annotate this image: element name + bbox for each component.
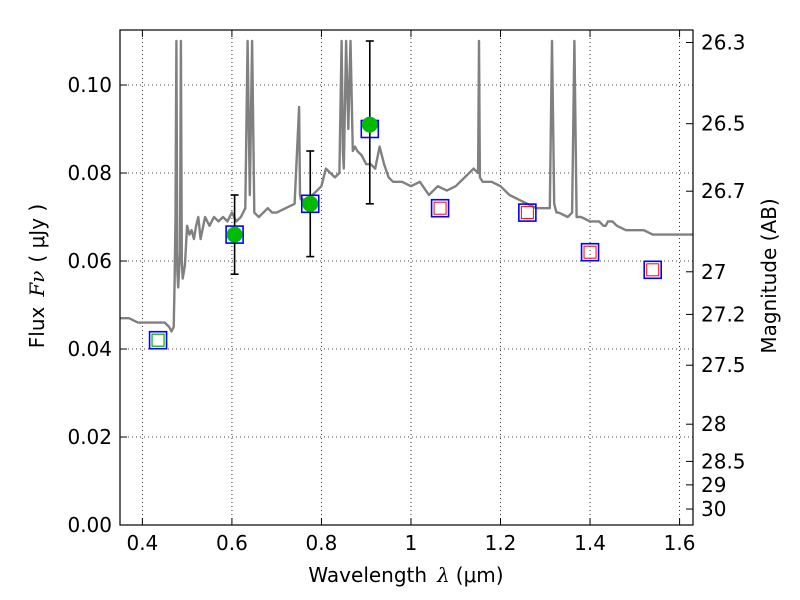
y-axis-label: FluxFν( μJy ): [25, 204, 49, 348]
x-axis-label: Wavelength λ (μm): [308, 563, 503, 587]
spectrum-layer: [120, 39, 693, 333]
observed-point: [302, 195, 319, 212]
observed-point: [226, 226, 243, 243]
y2-tick-label: 27: [701, 260, 726, 284]
y2-tick-label: 26.5: [701, 112, 746, 136]
model-box-inner: [646, 263, 660, 277]
y2-axis-label: Magnitude (AB): [757, 198, 781, 353]
x-tick-label: 0.6: [216, 531, 248, 555]
y2-tick-label: 29: [701, 473, 726, 497]
plot-frame: [119, 29, 694, 526]
x-tick-label: 1: [405, 531, 418, 555]
model-box-inner: [433, 201, 447, 215]
grid: [120, 30, 693, 526]
x-tick-label: 0.8: [306, 531, 338, 555]
y-tick-label: 0.08: [67, 161, 112, 185]
y-tick-label: 0.02: [67, 425, 112, 449]
model-box: [518, 203, 537, 222]
model-box: [430, 198, 450, 218]
spectrum-line: [120, 39, 693, 333]
ticks: 0.4 0.6 0.8 1 1.2 1.4 1.6 0.00 0.02 0.04 0.06 0.08 0…: [67, 30, 746, 555]
model-box-inner: [151, 333, 165, 347]
y2-tick-label: 28.5: [701, 449, 746, 473]
observed-point: [361, 116, 378, 133]
y2-tick-label: 27.5: [701, 353, 746, 377]
model-box-inner: [520, 206, 534, 220]
x-tick-label: 1.4: [574, 531, 606, 555]
y2-tick-label: 27.2: [701, 302, 746, 326]
x-tick-label: 1.6: [664, 531, 696, 555]
y2-tick-label: 26.3: [701, 31, 746, 55]
y2-tick-label: 30: [701, 497, 726, 521]
y-tick-label: 0.06: [67, 249, 112, 273]
model-box: [580, 242, 600, 262]
model-box: [148, 330, 168, 350]
y-tick-label: 0.00: [67, 513, 112, 537]
y-tick-label: 0.04: [67, 337, 112, 361]
y2-tick-label: 28: [701, 412, 726, 436]
model-box: [643, 260, 663, 280]
y-tick-label: 0.10: [67, 73, 112, 97]
x-tick-label: 1.2: [485, 531, 517, 555]
x-tick-label: 0.4: [126, 531, 158, 555]
y2-tick-label: 26.7: [701, 179, 746, 203]
model-box-inner: [583, 245, 597, 259]
marks: [148, 40, 663, 350]
